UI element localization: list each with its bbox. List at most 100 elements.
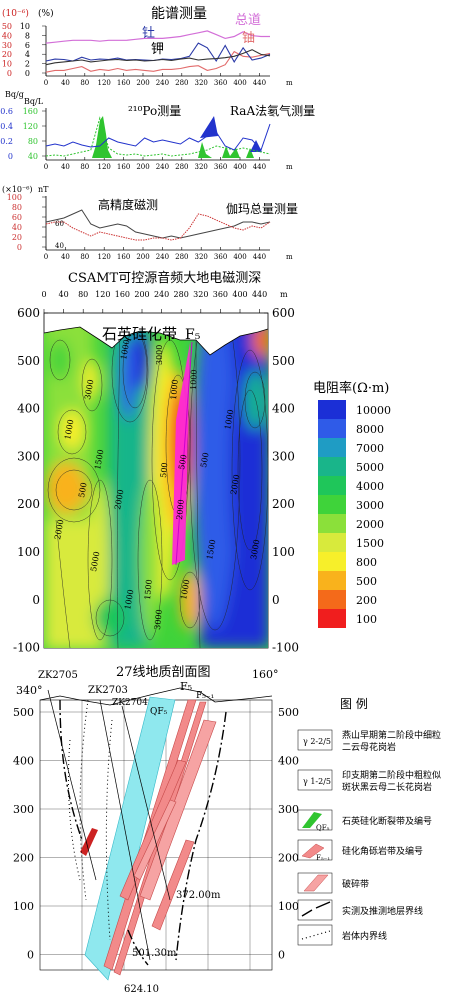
contour-label: 500: [159, 462, 169, 478]
legend-label: 1500: [356, 537, 384, 550]
geology-terrain: [39, 687, 273, 706]
cs-x-tick: 280: [174, 290, 189, 299]
y-tick: 40: [12, 223, 22, 232]
y-tick-red: 50: [2, 22, 12, 31]
inner-swatch: [301, 930, 331, 940]
x-tick-label: 160: [117, 163, 130, 171]
quartz-silicified-zone: [172, 343, 190, 565]
unit-ppm: (×10⁻⁶): [2, 185, 33, 194]
po-anomaly-2: [222, 146, 240, 158]
geo-y-tick-left: 500: [13, 706, 34, 719]
csamt-y-axis-left: 600 500 400 300 200 100 0 -100: [13, 306, 48, 655]
y-tick: 0: [17, 243, 22, 252]
csamt-contour-labels: 3000 1000 500 1000 3000 5000 2000 1000 1500 3000 2…: [53, 339, 261, 630]
y-tick-red: 20: [2, 50, 12, 59]
x-tick-label: 360: [214, 79, 227, 87]
cs-y-tick-left: 200: [17, 497, 40, 511]
label-potassium: 钾: [151, 42, 164, 57]
po-anomaly-1: [198, 142, 212, 158]
azimuth-left: 340°: [16, 684, 43, 697]
fault-f5-1: F₅₋₁: [196, 691, 214, 701]
fault-label: F₅: [185, 327, 201, 343]
x-tick-label: 120: [98, 163, 111, 171]
cs-y-tick-right: 400: [272, 402, 295, 416]
x-tick-label: 280: [175, 163, 188, 171]
azimuth-right: 160°: [252, 668, 279, 681]
cs-y-tick-left: -100: [13, 641, 40, 655]
contour-label: 1000: [223, 409, 235, 431]
cs-y-tick-right: 0: [272, 593, 280, 607]
x-tick-label: 440: [253, 253, 266, 261]
geo-legend-text: 实测及推测地层界线: [342, 905, 423, 917]
geology-panel: 27线地质剖面图 340° 160° ZK2705 ZK2703 ZK2704 …: [13, 665, 441, 995]
contour-label: 500: [177, 454, 189, 471]
x-tick-label: 280: [175, 79, 188, 87]
x-tick-label: 440: [253, 79, 266, 87]
y-tick: 20: [12, 233, 22, 242]
cs-x-unit: m: [280, 290, 288, 299]
cs-x-tick: 0: [41, 290, 46, 299]
legend-swatch: [318, 514, 346, 533]
contour-label: 2000: [175, 499, 186, 520]
x-tick-label: 440: [253, 163, 266, 171]
series-total-line: [45, 30, 270, 44]
geo-legend-text: 石英硅化断裂带及编号: [342, 815, 432, 827]
cs-y-tick-left: 500: [17, 354, 40, 368]
unit-bql: Bq/L: [24, 97, 44, 106]
geo-y-tick-left: 400: [13, 755, 34, 768]
geology-y-axis-right: 500 400 300 200 100 0: [278, 706, 299, 962]
legend-swatch: [318, 476, 346, 495]
contour-label: 1000: [169, 379, 180, 400]
borehole-zk2705: ZK2705: [38, 670, 78, 681]
legend-swatch: [318, 552, 346, 571]
geology-title: 27线地质剖面图: [116, 665, 211, 680]
geology-y-axis-left: 500 400 300 200 100 0: [13, 706, 34, 962]
qf-swatch: [302, 812, 322, 828]
x-tick-label: 120: [98, 79, 111, 87]
geo-legend-box: [297, 729, 333, 751]
y-tick-black: 2: [25, 60, 30, 69]
cs-x-tick: 160: [115, 290, 130, 299]
y-tick-left: 0: [8, 152, 13, 161]
cs-y-tick-right: 300: [272, 449, 295, 463]
x-tick-label: 280: [175, 253, 188, 261]
unit-nt: nT: [38, 185, 49, 194]
unit-percent: (%): [38, 8, 54, 19]
legend-label: 8000: [356, 423, 384, 436]
x-unit: m: [286, 163, 293, 171]
contour-label: 2000: [229, 474, 241, 496]
contour-label: 3000: [249, 539, 261, 561]
contour-label: 3000: [83, 379, 95, 401]
series-u-line: [45, 50, 271, 73]
y-tick-right: 120: [23, 122, 38, 131]
resistivity-map: [44, 327, 268, 648]
x-tick-label: 40: [61, 163, 70, 171]
label-thorium: 钍: [142, 26, 155, 41]
contour-label: 1000: [123, 589, 135, 611]
contour-label: 500: [199, 452, 211, 469]
geo-y-tick-right: 400: [278, 755, 299, 768]
zone-label: 石英硅化带: [102, 325, 177, 343]
unit-ppm-red: (10⁻⁶): [2, 8, 29, 19]
legend-swatch: [318, 400, 346, 419]
x-unit: m: [286, 79, 293, 87]
cs-y-tick-right: 200: [272, 497, 295, 511]
label-raa: RaA法氡气测量: [230, 103, 315, 118]
label-total: 总道: [235, 13, 261, 28]
y-tick-red: 10: [2, 60, 12, 69]
geo-legend-symbol: γ 2-2/5: [303, 737, 331, 746]
cs-y-tick-left: 0: [32, 593, 40, 607]
x-tick-label: 400: [233, 163, 246, 171]
breccia-swatch: [301, 843, 325, 859]
x-tick-label: 160: [117, 253, 130, 261]
fracture-swatch: [303, 874, 329, 892]
x-tick-label: 80: [80, 163, 89, 171]
y-tick-left: 0.2: [0, 137, 13, 146]
note-60: 60: [55, 220, 64, 228]
cs-y-tick-left: 100: [17, 545, 40, 559]
geo-legend-box: [297, 924, 333, 946]
boreholes: [47, 689, 171, 961]
